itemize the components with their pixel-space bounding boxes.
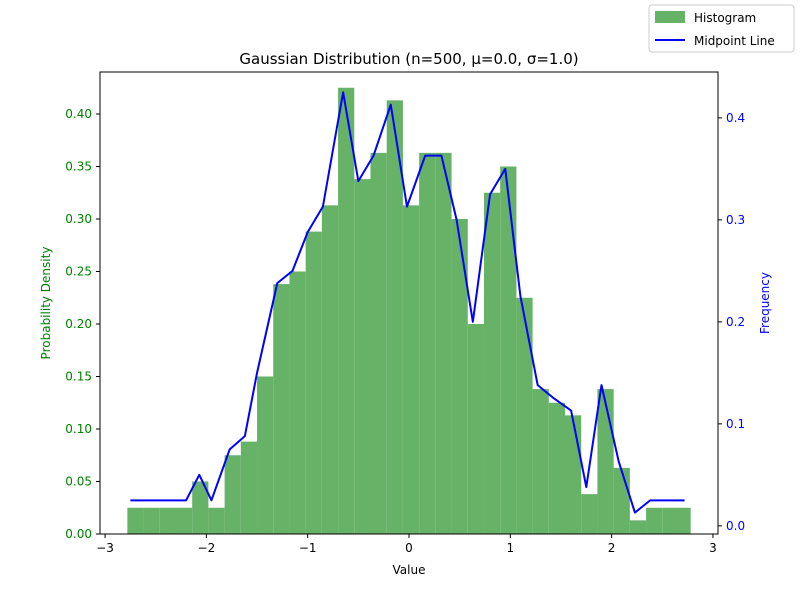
histogram-bars — [127, 87, 691, 534]
midpoint-line-layer — [130, 91, 685, 514]
right-y-tick-label: 0.1 — [726, 417, 745, 431]
histogram-bar — [662, 507, 679, 534]
x-tick-label: 3 — [709, 541, 717, 555]
histogram-bar — [435, 152, 452, 534]
histogram-bar — [597, 389, 614, 534]
histogram-bar — [532, 389, 549, 534]
x-tick-label: −2 — [198, 541, 216, 555]
legend: Histogram Midpoint Line — [648, 4, 795, 53]
histogram-bar — [224, 455, 241, 534]
left-y-tick-label: 0.25 — [65, 265, 92, 279]
x-tick-label: 0 — [405, 541, 413, 555]
left-y-tick-label: 0.40 — [65, 107, 92, 121]
left-y-tick-label: 0.00 — [65, 527, 92, 541]
left-y-axis-ticks: 0.00 0.05 0.10 0.15 0.20 0.25 0.30 0.35 0.40 — [65, 107, 100, 541]
histogram-bar — [419, 152, 436, 534]
left-y-tick-label: 0.35 — [65, 160, 92, 174]
x-tick-label: −3 — [96, 541, 114, 555]
histogram-bar — [273, 284, 290, 534]
x-tick-label: 2 — [608, 541, 616, 555]
left-y-tick-label: 0.15 — [65, 370, 92, 384]
histogram-bar — [646, 507, 663, 534]
histogram-bar — [370, 152, 387, 534]
histogram-bar — [451, 219, 468, 534]
histogram-bar — [516, 297, 533, 534]
histogram-bar — [613, 467, 630, 534]
left-y-axis-title: Probability Density — [39, 247, 53, 360]
left-y-tick-label: 0.05 — [65, 475, 92, 489]
histogram-bar — [354, 179, 371, 534]
left-y-tick-label: 0.20 — [65, 317, 92, 331]
histogram-bar — [321, 205, 339, 534]
histogram-bar — [240, 441, 258, 534]
right-y-tick-label: 0.0 — [726, 519, 745, 533]
right-y-axis-title: Frequency — [758, 272, 772, 334]
histogram-bar — [289, 271, 306, 534]
legend-histogram-label: Histogram — [694, 11, 756, 25]
histogram-bar — [192, 481, 209, 534]
histogram-bar — [548, 402, 566, 534]
histogram-bar — [581, 494, 598, 534]
right-y-tick-label: 0.3 — [726, 213, 745, 227]
histogram-bar — [402, 205, 420, 534]
histogram-bar — [175, 507, 193, 534]
histogram-bar — [159, 507, 176, 534]
legend-box — [648, 4, 795, 53]
histogram-bar — [483, 192, 501, 534]
right-y-axis-ticks: 0.0 0.1 0.2 0.3 0.4 — [718, 111, 745, 533]
histogram-bar — [338, 87, 355, 534]
x-axis-title: Value — [393, 563, 426, 577]
left-y-tick-label: 0.30 — [65, 212, 92, 226]
histogram-bar — [500, 166, 517, 534]
histogram-bar — [208, 507, 225, 534]
right-y-tick-label: 0.4 — [726, 111, 745, 125]
left-y-tick-label: 0.10 — [65, 422, 92, 436]
right-y-tick-label: 0.2 — [726, 315, 745, 329]
histogram-bar — [386, 100, 403, 534]
histogram-bar — [467, 324, 484, 534]
histogram-bar — [678, 507, 691, 534]
histogram-bar — [629, 520, 647, 534]
x-tick-label: 1 — [506, 541, 514, 555]
histogram-bar — [565, 415, 582, 534]
legend-histogram-swatch — [655, 11, 685, 23]
histogram-bar — [305, 231, 322, 534]
chart-title: Gaussian Distribution (n=500, μ=0.0, σ=1… — [239, 50, 578, 68]
histogram-bar — [257, 376, 274, 534]
histogram-bar — [143, 507, 160, 534]
x-tick-label: −1 — [299, 541, 317, 555]
midpoint-line — [130, 91, 685, 514]
histogram-bar — [127, 507, 144, 534]
x-axis-ticks: −3 −2 −1 0 1 2 3 — [96, 534, 717, 555]
legend-line-label: Midpoint Line — [694, 34, 775, 48]
